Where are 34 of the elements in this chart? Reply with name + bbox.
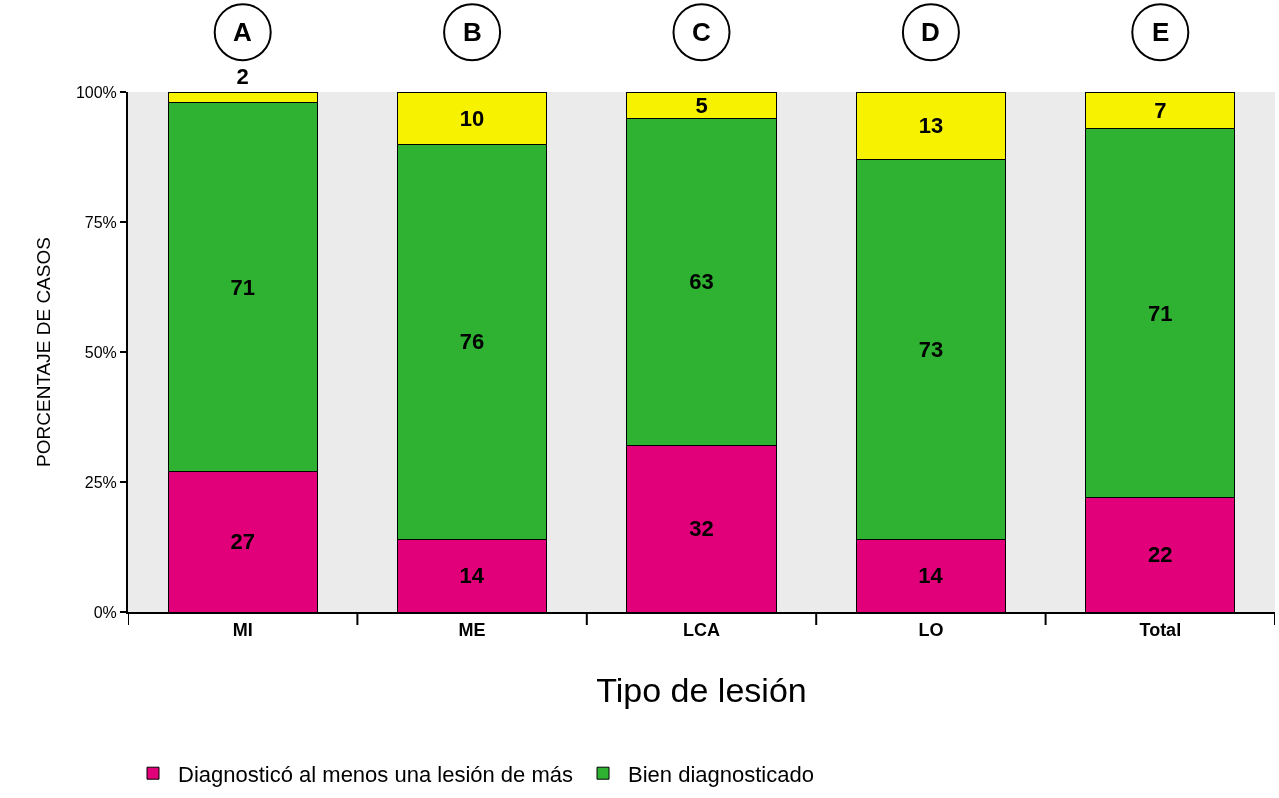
data-label: 14	[459, 563, 485, 589]
legend-label: Diagnosticó al menos una lesión de más	[178, 761, 574, 787]
data-label: 71	[1148, 300, 1173, 326]
data-label: 5	[695, 92, 708, 118]
data-label: 32	[689, 516, 714, 542]
data-label: 27	[230, 529, 255, 555]
data-label: 14	[918, 563, 944, 589]
data-label: 71	[230, 274, 255, 300]
data-label: 73	[918, 336, 944, 362]
y-tick-label: 0%	[93, 603, 117, 621]
text: D	[921, 17, 940, 47]
data-label: 2	[236, 64, 249, 89]
y-tick-label: 100%	[75, 83, 117, 101]
legend-label: Bien diagnosticado	[628, 761, 814, 787]
x-tick-label: LO	[918, 619, 944, 640]
x-tick-label: MI	[232, 619, 253, 640]
y-axis-title: PORCENTAJE DE CASOS	[33, 237, 55, 467]
x-tick-label: LCA	[683, 619, 720, 640]
data-label: 10	[459, 105, 485, 131]
y-tick-label: 25%	[84, 473, 117, 491]
data-label: 63	[689, 269, 714, 295]
data-label: 76	[459, 329, 485, 355]
x-tick-label: Total	[1139, 619, 1182, 640]
data-label: 7	[1154, 97, 1167, 123]
data-label: 13	[918, 113, 944, 139]
text: C	[692, 17, 711, 47]
y-tick-label: 50%	[84, 343, 117, 361]
text: E	[1152, 17, 1170, 47]
text: B	[463, 17, 482, 47]
x-axis-title: Tipo de lesión	[596, 671, 807, 710]
data-label: 22	[1148, 542, 1173, 568]
text: A	[233, 17, 252, 47]
y-tick-label: 75%	[84, 213, 117, 231]
x-tick-label: ME	[458, 619, 486, 640]
